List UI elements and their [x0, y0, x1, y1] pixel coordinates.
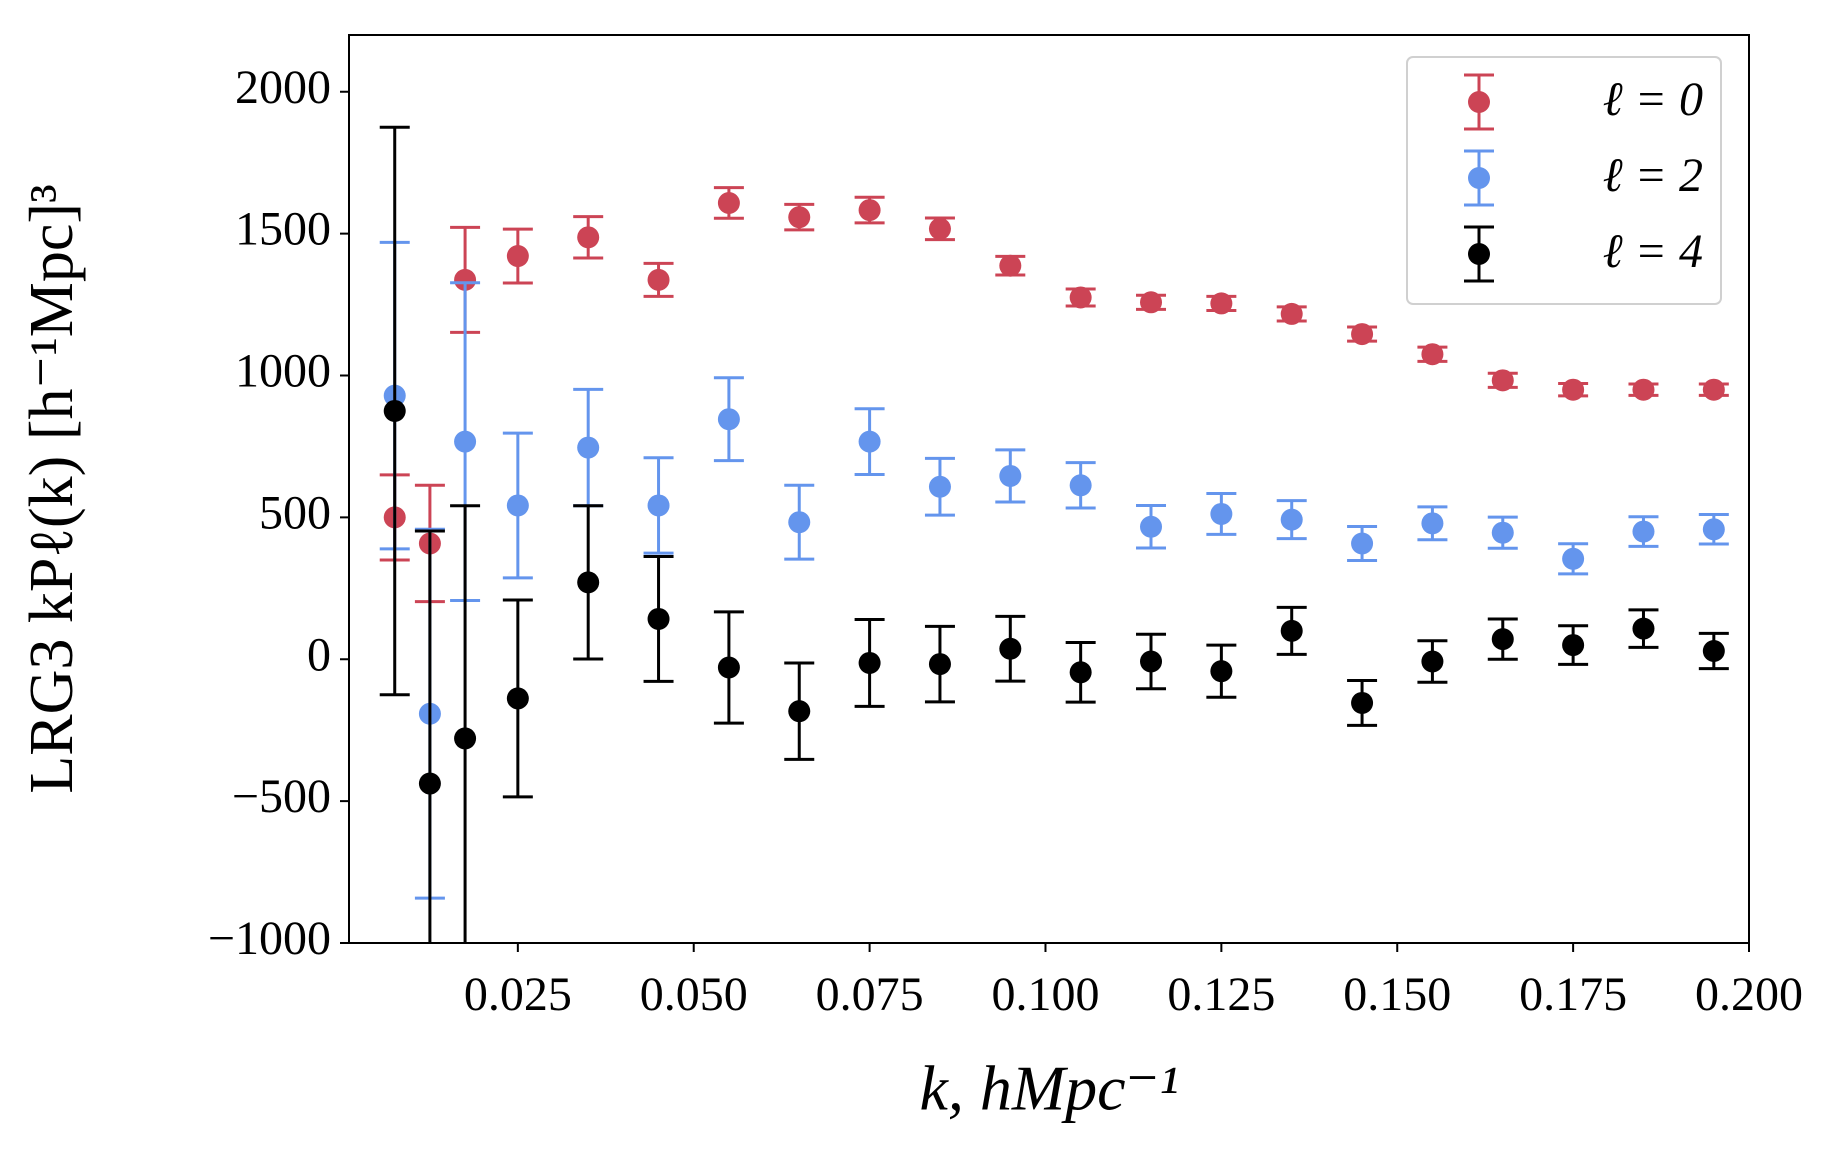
marker [717, 408, 740, 431]
marker [454, 727, 477, 750]
marker [577, 226, 600, 249]
marker [788, 700, 811, 723]
plot-area [379, 125, 1729, 943]
legend-marker [1468, 243, 1490, 265]
marker [506, 687, 529, 710]
marker [1562, 634, 1585, 657]
x-tick-label: 0.025 [464, 968, 572, 1021]
marker [1069, 286, 1092, 309]
marker [1140, 650, 1163, 673]
marker [858, 430, 881, 453]
marker [1632, 617, 1655, 640]
marker [858, 651, 881, 674]
marker [454, 268, 477, 291]
y-tick-label: −1000 [208, 912, 331, 965]
marker [1702, 378, 1725, 401]
y-tick-label: 500 [259, 486, 331, 539]
marker [1421, 512, 1444, 535]
marker [788, 511, 811, 534]
legend-label: ℓ = 2 [1603, 149, 1703, 202]
x-tick-label: 0.150 [1343, 968, 1451, 1021]
marker [1280, 302, 1303, 325]
marker [506, 494, 529, 517]
marker [928, 217, 951, 240]
marker [454, 430, 477, 453]
y-axis-label: LRG3 kPℓ(k) [h⁻¹Mpc]³ [18, 184, 86, 793]
marker [1140, 291, 1163, 314]
marker [647, 494, 670, 517]
marker [999, 464, 1022, 487]
marker [1210, 502, 1233, 525]
axes-frame [348, 34, 1750, 944]
marker [999, 637, 1022, 660]
y-tick-label: 1500 [235, 203, 331, 256]
y-tick-label: 1000 [235, 345, 331, 398]
marker [928, 653, 951, 676]
marker [577, 571, 600, 594]
marker [647, 607, 670, 630]
marker [999, 254, 1022, 277]
legend-marker [1468, 91, 1490, 113]
y-tick-label: 0 [307, 628, 331, 681]
marker [647, 268, 670, 291]
marker [418, 772, 441, 795]
x-tick-label: 0.075 [816, 968, 924, 1021]
marker [1632, 520, 1655, 543]
y-tick-label: −500 [232, 770, 331, 823]
marker [1210, 292, 1233, 315]
marker [788, 206, 811, 229]
legend-label: ℓ = 0 [1603, 73, 1703, 126]
marker [1421, 343, 1444, 366]
legend-marker [1468, 167, 1490, 189]
marker [1069, 661, 1092, 684]
marker [1632, 378, 1655, 401]
marker [1069, 474, 1092, 497]
marker [383, 399, 406, 422]
marker [1280, 508, 1303, 531]
marker [717, 656, 740, 679]
marker [577, 436, 600, 459]
marker [1421, 650, 1444, 673]
marker [1491, 628, 1514, 651]
marker [1491, 369, 1514, 392]
x-tick-label: 0.100 [991, 968, 1099, 1021]
marker [506, 245, 529, 268]
marker [717, 191, 740, 214]
marker [1280, 619, 1303, 642]
marker [1351, 323, 1374, 346]
y-tick-label: 2000 [235, 61, 331, 114]
legend-box [1406, 56, 1722, 305]
x-tick-label: 0.050 [640, 968, 748, 1021]
marker [1702, 640, 1725, 663]
marker [1491, 521, 1514, 544]
marker [1351, 532, 1374, 555]
marker [1702, 518, 1725, 541]
marker [1562, 378, 1585, 401]
marker [1210, 660, 1233, 683]
x-axis-label: k, hMpc⁻¹ [919, 1053, 1178, 1124]
marker [928, 475, 951, 498]
x-tick-label: 0.200 [1695, 968, 1803, 1021]
legend-label: ℓ = 4 [1603, 225, 1703, 278]
marker [1562, 547, 1585, 570]
marker [1351, 691, 1374, 714]
x-tick-label: 0.175 [1519, 968, 1627, 1021]
marker [858, 199, 881, 222]
x-tick-label: 0.125 [1167, 968, 1275, 1021]
marker [1140, 515, 1163, 538]
